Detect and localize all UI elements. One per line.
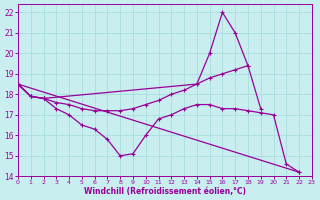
X-axis label: Windchill (Refroidissement éolien,°C): Windchill (Refroidissement éolien,°C) bbox=[84, 187, 246, 196]
